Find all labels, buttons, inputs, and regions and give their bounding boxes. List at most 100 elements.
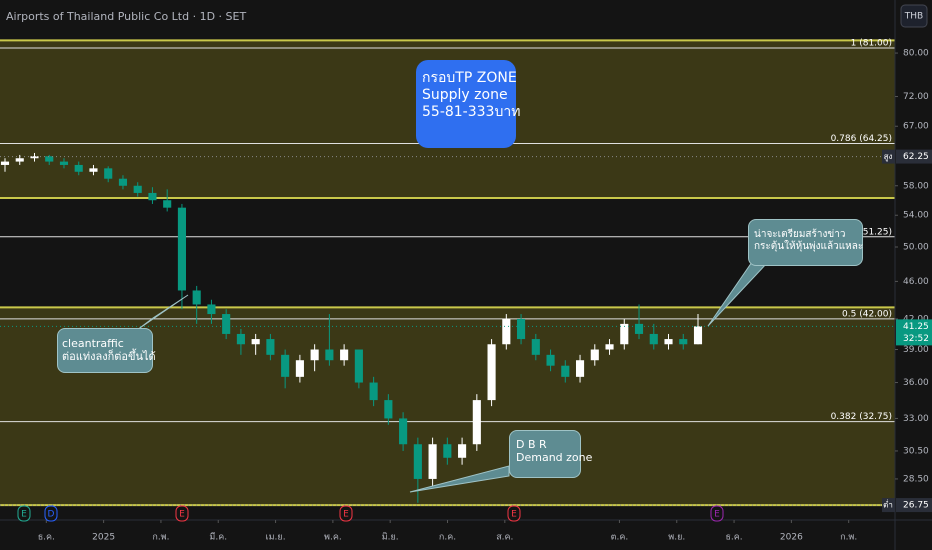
x-tick-label: มี.ค. [209, 532, 227, 543]
candle-body [517, 318, 526, 340]
event-marker [44, 505, 58, 522]
x-tick-label: ก.พ. [840, 533, 857, 543]
candle-body [354, 349, 363, 383]
x-tick-label: ก.พ. [152, 533, 169, 543]
candle-body [384, 400, 393, 419]
y-tick-label: 30.50 [903, 446, 929, 456]
candle-body [634, 323, 644, 334]
annotation-line: Supply zone [422, 86, 508, 103]
event-label: D [48, 510, 55, 520]
price-tag-label: ต่ำ [883, 499, 893, 510]
candle-body [251, 339, 260, 345]
candle-body [104, 168, 113, 179]
price-tag-badge [882, 498, 895, 513]
candle-body [89, 168, 98, 172]
candle-body [369, 382, 378, 401]
y-tick-label: 54.00 [903, 211, 929, 221]
annotation-callout: D B R Demand zone [509, 430, 592, 478]
event-marker [710, 505, 724, 522]
candle-body [0, 161, 10, 165]
fib-label: 0.382 (32.75) [831, 412, 892, 422]
y-tick-label: 50.00 [903, 242, 929, 252]
price-tag-badge [882, 149, 895, 164]
x-tick-label: ก.ค. [439, 533, 456, 543]
countdown: 32:52 [903, 334, 929, 344]
annotation-line: กระตุ้นให้หุ้นพุ่งแล้วแหละ [754, 241, 864, 252]
event-label: E [21, 510, 27, 520]
annotation-line: D B R [516, 438, 547, 451]
currency-button[interactable] [900, 4, 928, 28]
fib-label: 0.786 (64.25) [831, 134, 892, 144]
price-tag-value: 62.25 [903, 152, 929, 162]
candle-body [59, 161, 69, 165]
symbol-title: Airports of Thailand Public Co Ltd · 1D … [6, 10, 246, 23]
event-label: E [343, 510, 349, 520]
y-tick-label: 46.00 [903, 277, 929, 287]
price-tag [896, 149, 932, 164]
candle-body [399, 418, 408, 445]
annotation-line: ต่อแท่งลงก็ต่อขึ้นได้ [62, 350, 156, 364]
x-tick-label: ส.ค. [496, 533, 513, 543]
candle-body [531, 339, 540, 355]
candle-body [192, 290, 201, 305]
candle-body [443, 444, 452, 458]
event-label: E [511, 510, 517, 520]
event-marker [339, 505, 353, 522]
annotation-box: กรอบTP ZONE Supply zone 55-81-333บาท [416, 60, 521, 148]
candle-body [310, 349, 319, 361]
candle-body [413, 444, 422, 479]
annotation-line: 55-81-333บาท [422, 103, 521, 120]
price-tag [896, 498, 932, 513]
y-tick-label: 67.00 [903, 122, 929, 132]
event-label: E [714, 510, 720, 520]
candle-body [222, 314, 231, 334]
candle-body [177, 207, 186, 291]
x-tick-label: 2026 [780, 533, 803, 543]
candle-body [428, 444, 437, 479]
price-tag [896, 319, 932, 346]
candle-body [30, 156, 39, 159]
x-tick-label: พ.ย. [668, 533, 685, 543]
candle-body [502, 318, 511, 345]
y-tick-label: 80.00 [903, 49, 929, 59]
annotation-line: cleantraffic [62, 337, 124, 350]
callout-pointer [136, 294, 189, 331]
candle-body [620, 323, 629, 345]
candle-body [207, 304, 216, 315]
candle-body [693, 326, 703, 345]
candle-body [266, 339, 275, 355]
x-tick-label: พ.ค. [324, 533, 342, 543]
candle-body [679, 339, 688, 345]
y-tick-label: 33.00 [903, 414, 929, 424]
annotation-line: น่าจะเตรียมสร้างข่าว [754, 229, 846, 240]
candle-body [163, 200, 172, 208]
candle-body [546, 354, 555, 366]
candle-body [472, 400, 481, 445]
x-tick-label: ธ.ค. [38, 533, 55, 543]
event-marker [507, 505, 521, 522]
x-tick-label: มิ.ย. [382, 532, 399, 543]
x-tick-label: 2025 [92, 533, 115, 543]
y-tick-label: 28.50 [903, 474, 929, 484]
candle-body [340, 349, 349, 361]
annotation-callout: cleantraffic ต่อแท่งลงก็ต่อขึ้นได้ [57, 328, 156, 373]
candle-body [148, 192, 157, 201]
candle-body [133, 185, 142, 193]
x-tick-label: ธ.ค. [725, 533, 742, 543]
candle-body [664, 339, 673, 345]
x-tick-label: ต.ค. [611, 533, 629, 543]
event-marker [175, 505, 189, 522]
candle-body [561, 365, 570, 377]
price-tag-value: 41.25 [903, 322, 929, 332]
annotation-line: กรอบTP ZONE [422, 70, 517, 86]
event-label: E [179, 510, 185, 520]
candle-body [487, 344, 496, 401]
candle-body [575, 360, 585, 377]
fib-label: 0.5 (42.00) [842, 309, 892, 319]
currency-label[interactable]: THB [904, 12, 923, 22]
candle-body [649, 333, 658, 345]
candle-body [74, 164, 83, 172]
y-tick-label: 72.00 [903, 92, 929, 102]
y-tick-label: 36.00 [903, 378, 929, 388]
